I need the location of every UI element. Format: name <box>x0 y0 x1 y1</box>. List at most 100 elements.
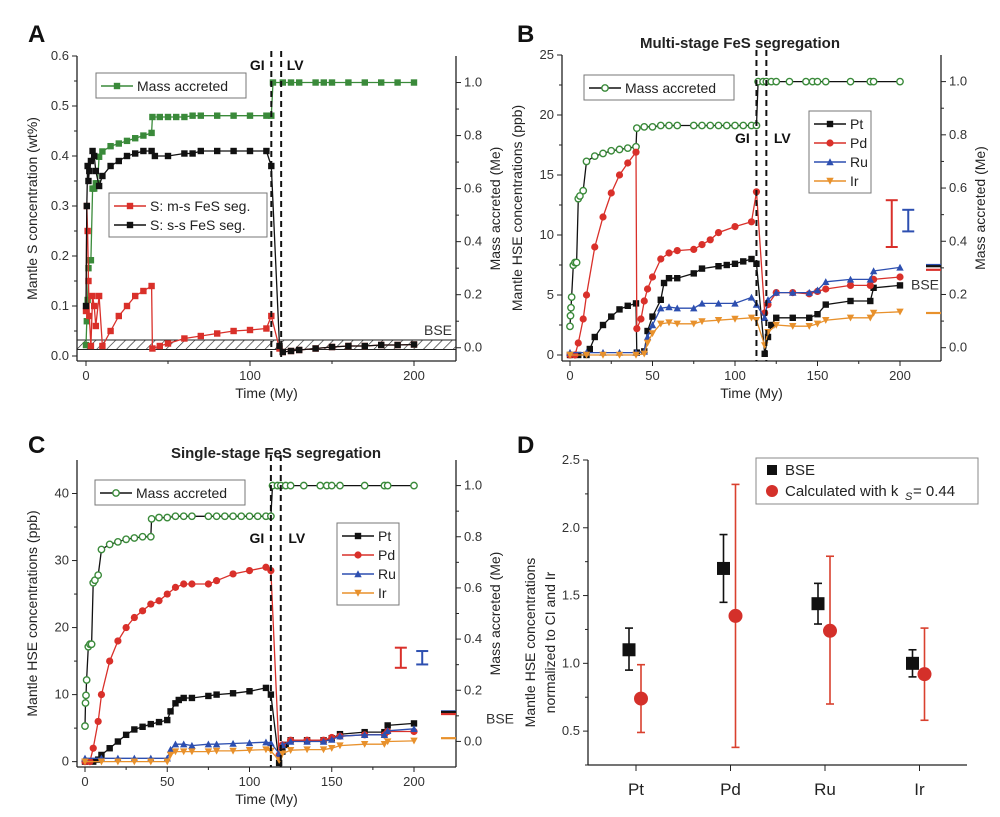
data-point <box>731 315 739 323</box>
gi-label: GI <box>250 57 265 73</box>
data-point <box>789 288 797 296</box>
data-point <box>615 171 624 179</box>
y-tick-label: 10 <box>540 227 554 242</box>
data-point <box>739 121 748 130</box>
data-point <box>615 145 624 154</box>
data-point <box>866 275 874 283</box>
data-point <box>582 291 591 299</box>
data-point <box>665 121 673 130</box>
data-point <box>130 534 139 542</box>
data-point <box>607 146 616 155</box>
data-point-bse <box>906 656 919 670</box>
data-point <box>286 481 295 490</box>
data-point <box>328 735 336 743</box>
y-tick-label: 1.0 <box>562 655 580 670</box>
legend-box <box>755 457 979 505</box>
data-point <box>212 747 221 755</box>
data-point <box>245 739 254 747</box>
data-point <box>698 318 706 326</box>
bse-label: BSE <box>486 710 514 726</box>
y-tick-label: 2.5 <box>562 452 580 467</box>
data-point <box>802 77 810 86</box>
data-point <box>361 79 368 86</box>
y-tick-label: 10 <box>55 687 69 702</box>
data-point <box>805 323 813 330</box>
legend-marker <box>113 82 121 90</box>
chart-panel-a: 0 100 200 0.0 0.1 0.2 0.3 0.4 0.5 0.6 0.0 0.2 0.4 0.6… <box>24 48 503 401</box>
y2-tick-label: 0.8 <box>464 529 482 544</box>
data-point-calculated <box>634 691 648 706</box>
data-point <box>360 741 369 748</box>
y-tick-label: 15 <box>540 167 554 182</box>
data-point <box>665 275 673 282</box>
data-point <box>566 311 575 320</box>
data-point <box>576 192 584 200</box>
data-point <box>87 342 95 350</box>
data-point <box>146 532 155 541</box>
y2-axis-label: Mass accreted (Me) <box>487 552 503 676</box>
data-point <box>714 299 723 307</box>
data-point <box>180 748 188 756</box>
data-point <box>673 304 681 312</box>
data-point <box>97 758 106 766</box>
data-point-calculated <box>823 623 837 638</box>
data-point <box>822 278 830 285</box>
data-point <box>189 150 196 157</box>
data-point <box>155 597 163 605</box>
data-point <box>673 320 681 328</box>
data-point <box>896 282 904 289</box>
panel-label-b: B <box>517 21 534 48</box>
data-point <box>151 152 159 160</box>
data-point <box>813 77 822 86</box>
data-point <box>690 270 697 277</box>
data-point <box>188 748 196 756</box>
data-point <box>114 758 122 766</box>
data-point <box>173 113 180 121</box>
y-tick-label: 0.2 <box>51 248 69 263</box>
data-point <box>615 351 624 359</box>
data-point <box>599 213 607 221</box>
data-point <box>789 323 797 330</box>
data-point <box>328 745 336 752</box>
data-point <box>761 314 769 321</box>
y2-tick-label: 0.8 <box>464 128 482 143</box>
data-point <box>722 121 731 130</box>
data-point <box>896 263 904 271</box>
legend-label: Ir <box>378 585 387 601</box>
data-point <box>212 740 221 748</box>
data-point <box>579 186 588 195</box>
legend-label: Mass accreted <box>137 78 228 94</box>
data-point <box>138 607 147 615</box>
data-point <box>296 346 303 354</box>
data-point <box>319 737 328 745</box>
data-point <box>94 717 102 726</box>
data-point <box>665 303 673 311</box>
data-point <box>822 285 830 293</box>
data-point <box>164 716 171 724</box>
data-point <box>731 223 739 231</box>
data-point <box>171 583 180 591</box>
y2-tick-label: 0.4 <box>464 631 482 646</box>
x-tick-label: 50 <box>645 368 659 383</box>
data-point <box>132 135 139 142</box>
data-point <box>394 79 401 86</box>
series-line-ir <box>570 311 901 356</box>
data-point <box>181 150 188 157</box>
data-point <box>748 255 755 263</box>
data-point <box>131 726 138 733</box>
data-point <box>171 748 180 756</box>
data-point <box>213 691 220 698</box>
data-point <box>262 738 270 746</box>
data-point <box>287 79 295 86</box>
data-point <box>303 746 311 754</box>
data-point <box>813 286 822 294</box>
data-point <box>632 148 640 156</box>
data-point <box>172 700 179 707</box>
data-point <box>138 532 147 541</box>
data-point <box>345 342 352 350</box>
data-point <box>107 327 114 335</box>
data-point <box>723 261 730 269</box>
data-point <box>91 302 98 310</box>
data-point <box>99 342 106 350</box>
data-point <box>410 79 418 86</box>
